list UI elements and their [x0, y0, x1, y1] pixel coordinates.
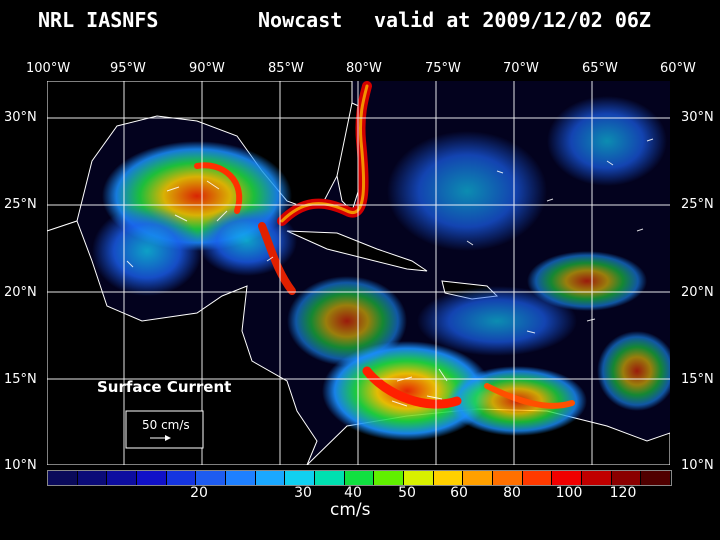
colorbar-swatch: [522, 471, 553, 485]
map-title: NRL IASNFS Nowcast valid at 2009/12/02 0…: [0, 8, 720, 36]
colorbar-swatch: [107, 471, 138, 485]
land-cuba: [286, 230, 428, 272]
lat-label: 15°N: [4, 372, 37, 387]
lat-label: 20°N: [4, 285, 37, 300]
current-field: [47, 81, 670, 465]
lat-label: 20°N: [681, 285, 714, 300]
colorbar-swatch: [166, 471, 197, 485]
legend-title: Surface Current: [97, 378, 232, 396]
colorbar-swatch: [255, 471, 286, 485]
title-product: Nowcast: [258, 8, 343, 32]
colorbar-tick: 30: [294, 485, 312, 501]
colorbar-tick: 60: [450, 485, 468, 501]
colorbar-unit: cm/s: [330, 500, 371, 520]
lon-label: 100°W: [26, 61, 71, 76]
land-mexico: [47, 220, 318, 465]
lon-label: 85°W: [268, 61, 304, 76]
colorbar-tick: 20: [190, 485, 208, 501]
colorbar-swatch: [344, 471, 375, 485]
colorbar-swatch: [48, 471, 78, 485]
colorbar-swatch: [582, 471, 612, 485]
colorbar-swatch: [285, 471, 316, 485]
colorbar-swatch: [137, 471, 167, 485]
colorbar-tick: 50: [398, 485, 416, 501]
latitude-labels-right: 30°N 25°N 20°N 15°N 10°N: [673, 0, 720, 540]
colorbar-tick: 40: [344, 485, 362, 501]
lat-label: 30°N: [4, 110, 37, 125]
lat-label: 25°N: [4, 197, 37, 212]
colorbar-swatch: [404, 471, 434, 485]
colorbar-swatch: [463, 471, 494, 485]
lat-label: 10°N: [4, 458, 37, 473]
lon-label: 95°W: [110, 61, 146, 76]
colorbar-swatch: [196, 471, 227, 485]
colorbar-swatch: [77, 471, 108, 485]
longitude-labels: 100°W 95°W 90°W 85°W 80°W 75°W 70°W 65°W…: [0, 61, 720, 77]
lat-label: 25°N: [681, 197, 714, 212]
title-model-name: NRL IASNFS: [38, 8, 159, 32]
colorbar-swatch: [611, 471, 642, 485]
latitude-labels-left: 30°N 25°N 20°N 15°N 10°N: [0, 0, 47, 540]
ocean-current-map: Surface Current 50 cm/s: [47, 81, 670, 465]
lon-label: 65°W: [582, 61, 618, 76]
colorbar-swatch: [552, 471, 583, 485]
colorbar-swatch: [433, 471, 464, 485]
colorbar-swatch: [641, 471, 672, 485]
lon-label: 90°W: [189, 61, 225, 76]
scale-label: 50 cm/s: [142, 418, 190, 432]
colorbar-swatch: [226, 471, 256, 485]
title-valid-time: valid at 2009/12/02 06Z: [374, 8, 651, 32]
scale-box: [125, 410, 204, 449]
lat-label: 30°N: [681, 110, 714, 125]
colorbar-swatch: [315, 471, 345, 485]
colorbar-tick-labels: 20 30 40 50 60 80 100 120: [47, 485, 670, 501]
lon-label: 70°W: [503, 61, 539, 76]
colorbar-tick: 120: [609, 485, 637, 501]
colorbar-swatch: [374, 471, 405, 485]
lat-label: 15°N: [681, 372, 714, 387]
colorbar-tick: 100: [555, 485, 583, 501]
lon-label: 75°W: [425, 61, 461, 76]
colorbar-tick: 80: [503, 485, 521, 501]
speed-colorbar: [47, 470, 672, 486]
lon-label: 60°W: [660, 61, 696, 76]
lat-label: 10°N: [681, 458, 714, 473]
colorbar-swatch: [493, 471, 523, 485]
lon-label: 80°W: [346, 61, 382, 76]
